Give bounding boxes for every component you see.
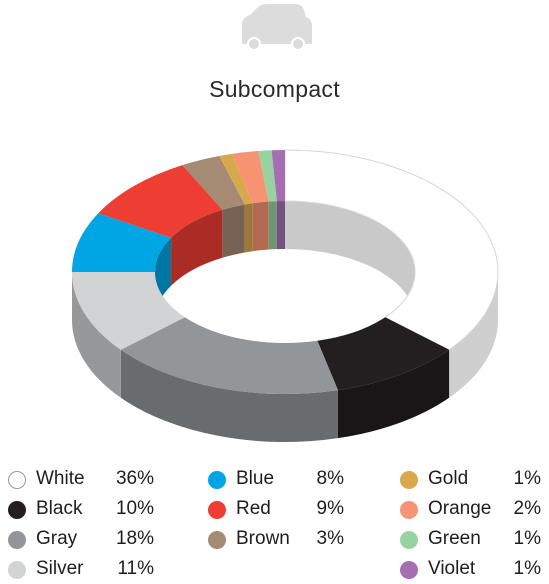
legend-label: Violet [428, 558, 476, 579]
donut-depth [72, 272, 498, 443]
legend-value: 8% [316, 468, 344, 489]
legend-item-green: Green 1% [400, 528, 541, 554]
legend-value: 18% [115, 528, 154, 549]
slice-green [258, 150, 277, 202]
legend-item-black: Black 10% [8, 498, 154, 524]
legend-label: Red [236, 498, 271, 519]
inner-wall-gold [244, 203, 253, 253]
legend-value: 3% [316, 528, 344, 549]
donut-top [72, 149, 499, 395]
legend-value: 11% [117, 558, 154, 579]
slice-orange [232, 150, 269, 204]
slice-gold [219, 153, 253, 205]
slice-black [317, 317, 450, 391]
legend-swatch-gray [8, 531, 26, 549]
legend-value: 36% [115, 468, 154, 489]
slice-gray [120, 317, 338, 395]
legend-swatch-green [400, 531, 418, 549]
legend-swatch-silver [8, 561, 26, 579]
legend-swatch-violet [400, 561, 418, 579]
legend-swatch-blue [208, 471, 226, 489]
outer-wall-gray [120, 349, 338, 443]
legend-value: 1% [513, 558, 541, 579]
slice-blue [72, 213, 172, 272]
legend-label: Brown [236, 528, 290, 549]
donut-inner-wall [155, 201, 415, 320]
legend-value: 1% [513, 468, 541, 489]
inner-wall-brown [222, 204, 245, 258]
legend-label: Gray [36, 528, 78, 549]
slice-white [284, 149, 499, 351]
inner-wall-orange [252, 201, 269, 252]
outer-wall-silver [72, 272, 121, 398]
legend-item-blue: Blue 8% [208, 468, 344, 494]
legend-item-red: Red 9% [208, 498, 344, 524]
legend-label: Silver [36, 558, 84, 579]
slice-brown [182, 155, 245, 210]
legend-swatch-gold [400, 471, 418, 489]
legend-label: Gold [428, 468, 469, 489]
legend-label: Orange [428, 498, 492, 519]
legend-item-brown: Brown 3% [208, 528, 344, 554]
legend-value: 2% [513, 498, 541, 519]
legend-value: 10% [115, 498, 154, 519]
legend-swatch-orange [400, 501, 418, 519]
legend-swatch-brown [208, 531, 226, 549]
car-icon [242, 4, 312, 50]
legend-value: 1% [513, 528, 541, 549]
slice-red [98, 165, 223, 238]
legend-swatch-black [8, 501, 26, 519]
outer-wall-white [449, 272, 498, 398]
legend-value: 9% [316, 498, 344, 519]
legend-swatch-white [8, 471, 26, 489]
outer-wall-black [337, 349, 450, 439]
legend-item-gray: Gray 18% [8, 528, 154, 554]
legend-item-gold: Gold 1% [400, 468, 541, 494]
legend-item-orange: Orange 2% [400, 498, 541, 524]
legend-item-silver: Silver 11% [8, 558, 154, 584]
inner-wall-red [171, 209, 223, 286]
inner-wall-white [285, 201, 415, 320]
legend-label: Blue [236, 468, 275, 489]
chart-title: Subcompact [209, 76, 340, 102]
legend-item-white: White 36% [8, 468, 154, 494]
legend-swatch-red [208, 501, 226, 519]
slice-silver [72, 272, 185, 350]
legend-label: Green [428, 528, 481, 549]
inner-wall-violet [276, 201, 285, 250]
legend-label: Black [36, 498, 83, 519]
slice-violet [271, 150, 285, 202]
inner-wall-green [268, 201, 277, 250]
legend-label: White [36, 468, 85, 489]
legend-item-violet: Violet 1% [400, 558, 541, 584]
